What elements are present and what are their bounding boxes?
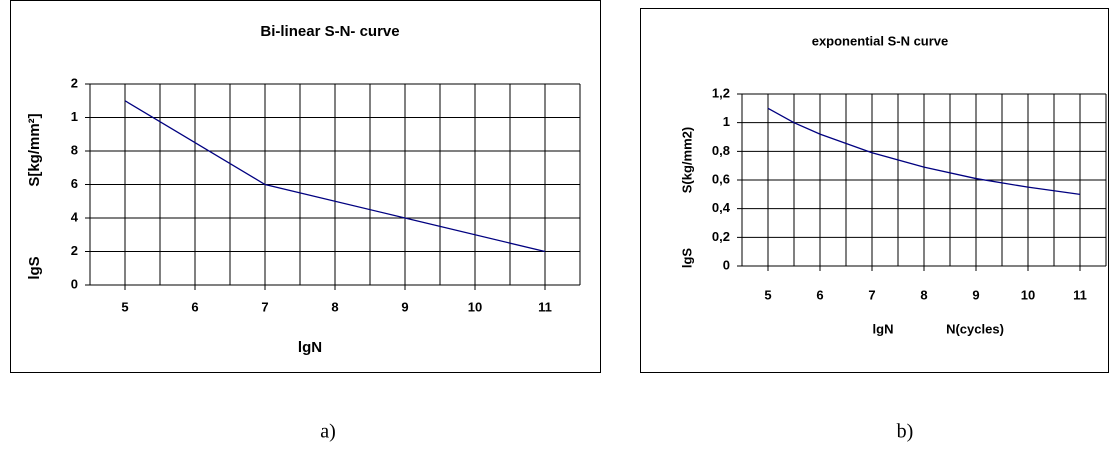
chart-title: exponential S-N curve <box>812 33 949 48</box>
chart-title: Bi-linear S-N- curve <box>260 23 399 40</box>
y-axis-label: lgS <box>26 256 43 279</box>
x-tick-label: 11 <box>1073 287 1087 302</box>
caption: a) <box>320 421 336 443</box>
y-tick-label: 1 <box>723 114 730 129</box>
y-tick-label: 1,2 <box>712 85 730 100</box>
y-tick-label: 1 <box>71 109 78 124</box>
y-tick-label: 0,2 <box>712 229 730 244</box>
y-tick-label: 6 <box>71 176 78 191</box>
y-tick-label: 0 <box>723 257 730 272</box>
x-tick-label: 5 <box>764 287 771 302</box>
x-tick-label: 5 <box>121 299 128 314</box>
y-tick-label: 0,4 <box>712 200 731 215</box>
x-tick-label: 9 <box>401 299 408 314</box>
x-tick-label: 7 <box>868 287 875 302</box>
chart-frame <box>10 0 601 373</box>
x-tick-label: 11 <box>538 299 552 314</box>
data-line <box>124 100 546 253</box>
x-tick-label: 10 <box>468 299 482 314</box>
y-tick-label: 2 <box>71 243 78 258</box>
x-tick-label: 7 <box>261 299 268 314</box>
x-tick-label: 6 <box>816 287 823 302</box>
x-axis-label: N(cycles) <box>946 321 1004 336</box>
y-tick-label: 0,8 <box>712 143 730 158</box>
x-tick-label: 9 <box>972 287 979 302</box>
y-axis-label: lgS <box>679 248 694 269</box>
y-tick-label: 8 <box>71 142 78 157</box>
y-tick-label: 0,6 <box>712 171 730 186</box>
y-tick-label: 4 <box>71 209 79 224</box>
x-tick-label: 10 <box>1021 287 1035 302</box>
x-axis-label: lgN <box>873 321 894 336</box>
y-tick-label: 0 <box>71 276 78 291</box>
y-axis-label: S[kg/mm²] <box>26 113 43 186</box>
x-axis-label: lgN <box>298 339 322 356</box>
data-line <box>767 107 1081 195</box>
x-tick-label: 6 <box>191 299 198 314</box>
caption: b) <box>897 421 914 443</box>
y-axis-label: S(kg/mm2) <box>679 127 694 193</box>
chart-frame <box>640 8 1109 373</box>
x-tick-label: 8 <box>920 287 927 302</box>
x-tick-label: 8 <box>331 299 338 314</box>
y-tick-label: 2 <box>71 75 78 90</box>
